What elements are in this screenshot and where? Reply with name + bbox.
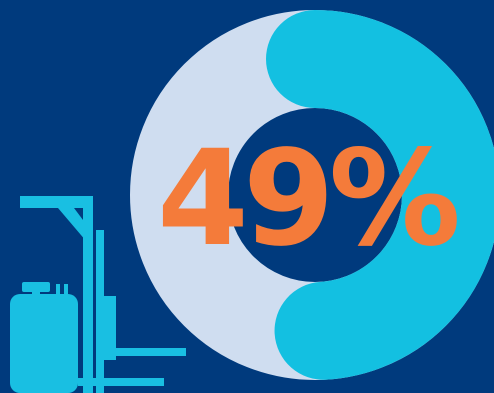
pallet-stacker-forklift-icon <box>10 196 186 393</box>
percentage-label: 49% <box>157 122 458 276</box>
ring-value-arc <box>266 10 494 380</box>
